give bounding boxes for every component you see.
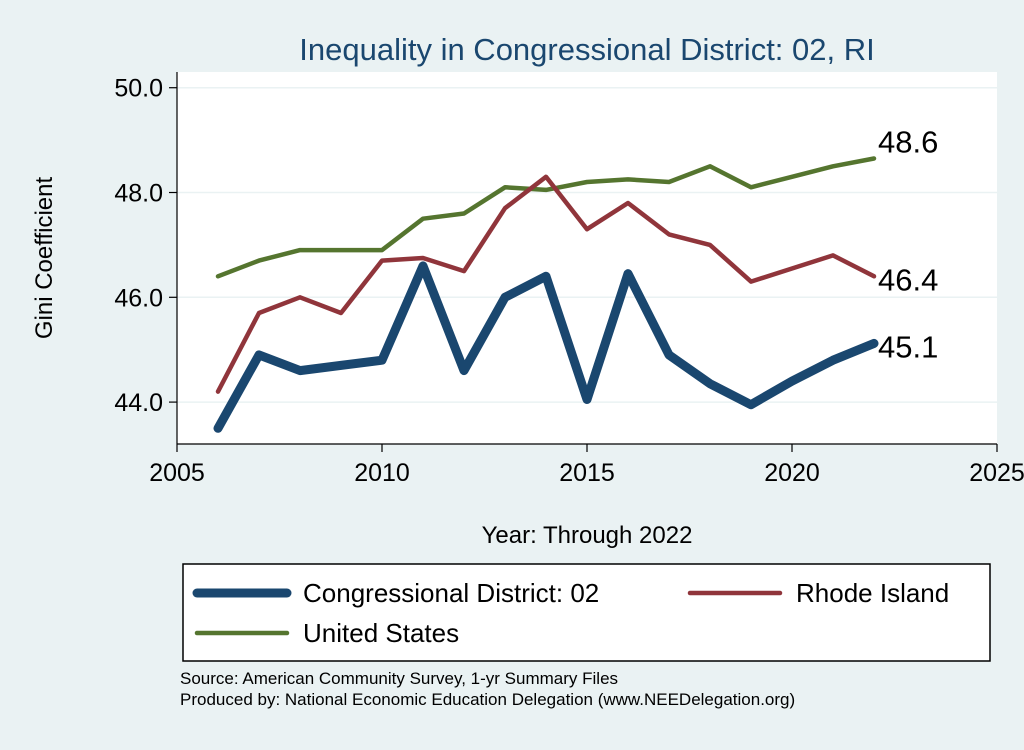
- y-tick-label-3: 50.0: [114, 75, 163, 103]
- x-tick-label-1: 2010: [354, 459, 410, 487]
- series-group: [213, 156, 879, 433]
- x-tick-label-3: 2020: [764, 459, 820, 487]
- series-end-label-2: 48.6: [878, 124, 938, 159]
- x-tick-label-4: 2025: [969, 459, 1024, 487]
- series-line-1: [215, 174, 877, 394]
- y-tick-label-1: 46.0: [114, 284, 163, 312]
- legend-label-2: United States: [303, 618, 459, 648]
- legend-items: Congressional District: 02 Rhode Island Un…: [192, 578, 949, 648]
- x-tick-label-2: 2015: [559, 459, 615, 487]
- gridlines: [177, 86, 997, 403]
- axes: 44.0 46.0 48.0 50.0 2005 2010 2015 2020 2025: [114, 72, 1024, 487]
- producer-note: Produced by: National Economic Education…: [180, 690, 795, 709]
- y-tick-label-2: 48.0: [114, 180, 163, 208]
- series-end-label-1: 46.4: [878, 262, 938, 297]
- series-end-label-0: 45.1: [878, 329, 938, 364]
- plot-area: [177, 72, 997, 444]
- legend-label-0: Congressional District: 02: [303, 578, 599, 608]
- source-note: Source: American Community Survey, 1-yr …: [180, 669, 618, 688]
- y-tick-label-0: 44.0: [114, 389, 163, 417]
- legend: Congressional District: 02 Rhode Island Un…: [182, 563, 991, 662]
- series-line-2: [215, 156, 877, 279]
- series-line-0: [213, 261, 879, 433]
- chart-title: Inequality in Congressional District: 02…: [299, 32, 874, 67]
- end-labels: 45.1 46.4 48.6: [878, 124, 938, 364]
- y-axis-label: Gini Coefficient: [31, 177, 58, 340]
- legend-box: [182, 563, 991, 662]
- x-tick-label-0: 2005: [149, 459, 205, 487]
- legend-label-1: Rhode Island: [796, 578, 949, 608]
- x-axis-label: Year: Through 2022: [482, 522, 693, 549]
